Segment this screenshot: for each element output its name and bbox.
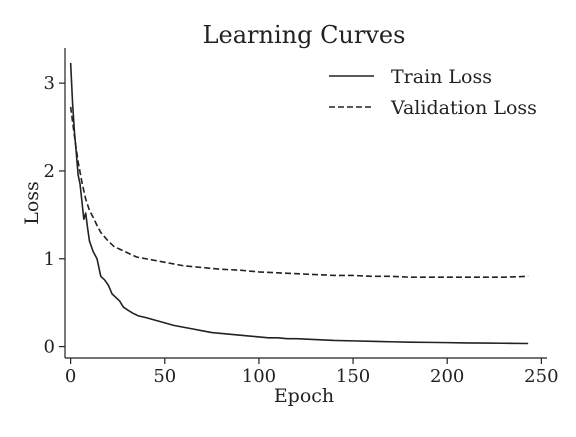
x-ticks: 0 50 100 150 200 250 [65, 358, 559, 387]
legend-label-validation: Validation Loss [390, 97, 537, 119]
x-tick-label: 0 [65, 366, 76, 387]
legend-label-train: Train Loss [391, 66, 492, 88]
y-ticks: 0 1 2 3 [44, 73, 65, 358]
plot-area: 0 50 100 150 200 250 0 1 2 3 [44, 48, 559, 387]
x-axis-label: Epoch [274, 385, 334, 407]
y-tick-label: 0 [44, 337, 55, 358]
x-tick-label: 200 [430, 366, 464, 387]
y-tick-label: 2 [44, 161, 55, 182]
legend: Train Loss Validation Loss [329, 66, 537, 119]
chart-title: Learning Curves [203, 21, 406, 49]
y-tick-label: 1 [44, 249, 55, 270]
x-tick-label: 150 [336, 366, 370, 387]
x-tick-label: 100 [242, 366, 276, 387]
y-axis-label: Loss [21, 181, 43, 225]
y-tick-label: 3 [44, 73, 55, 94]
validation-loss-line [69, 106, 529, 279]
x-tick-label: 250 [524, 366, 558, 387]
series-layer [69, 62, 529, 345]
train-loss-line [69, 62, 529, 345]
x-tick-label: 50 [153, 366, 176, 387]
